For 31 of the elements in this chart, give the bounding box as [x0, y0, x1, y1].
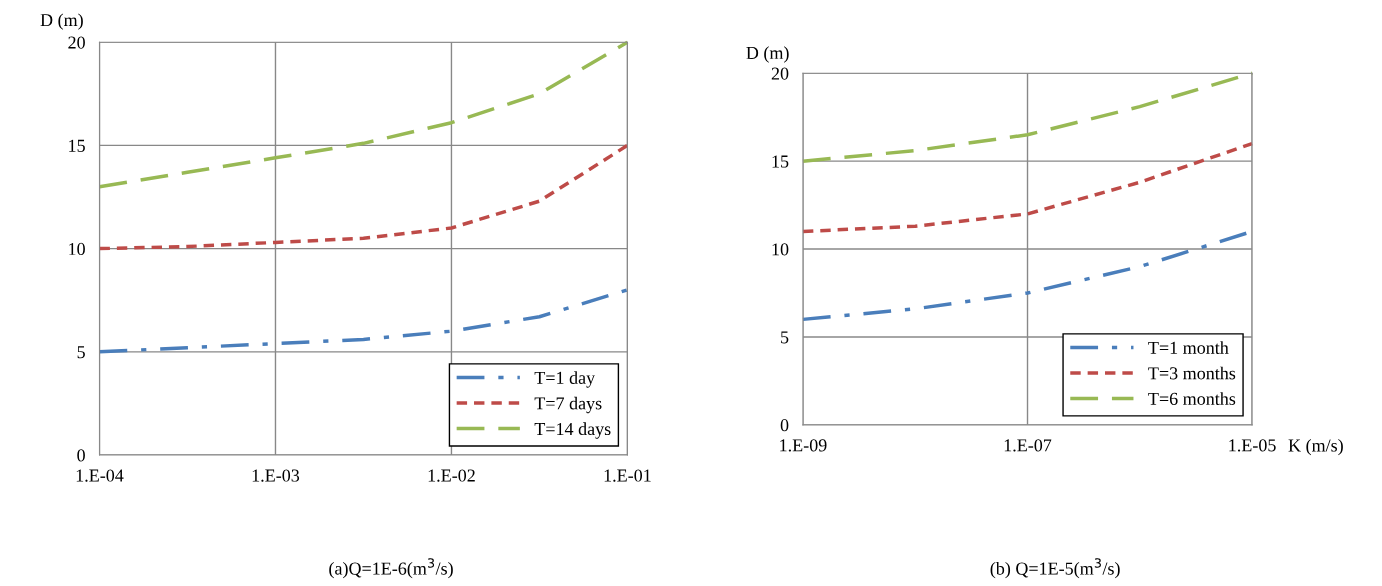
y-tick-label: 15 — [772, 155, 789, 168]
y-tick-label: 0 — [780, 419, 789, 432]
legend-label: T=7 days — [534, 396, 602, 414]
x-tick-label: 1.E-05 — [1229, 439, 1276, 452]
y-tick-label: 20 — [68, 36, 85, 49]
text: (b) Q=1E-5(m$^{3}$/s) — [990, 558, 1120, 579]
y-tick-label: 0 — [77, 449, 85, 462]
legend-label: T=1 day — [534, 371, 596, 388]
x-tick-label: 1.E-09 — [780, 439, 827, 452]
x-tick-label: 1.E-03 — [252, 469, 300, 482]
y-axis-title: D (m) — [746, 46, 789, 63]
x-tick-label: 1.E-01 — [604, 469, 651, 482]
y-tick-label: 20 — [771, 67, 789, 80]
line-series — [97, 143, 630, 251]
legend-label: T=14 days — [534, 422, 611, 439]
legend-label: T=6 months — [1148, 392, 1236, 405]
x-axis-title: K (m/s) — [1288, 438, 1343, 456]
legend-label: T=1 month — [1148, 341, 1229, 354]
y-tick-label: 15 — [69, 139, 85, 152]
x-tick-label: 1.E-07 — [1004, 439, 1052, 452]
line-series — [801, 141, 1254, 234]
y-tick-label: 5 — [77, 346, 85, 359]
x-tick-label: 1.E-04 — [76, 469, 124, 482]
y-tick-label: 10 — [69, 242, 85, 256]
line-series — [97, 288, 630, 354]
text: (a)Q=1E-6(m$^{3}$/s) — [329, 558, 453, 579]
y-tick-label: 10 — [772, 243, 789, 256]
y-axis-title: D (m) — [40, 13, 83, 30]
legend-label: T=3 months — [1148, 366, 1236, 380]
x-tick-label: 1.E-02 — [428, 469, 475, 482]
y-tick-label: 5 — [781, 331, 789, 344]
